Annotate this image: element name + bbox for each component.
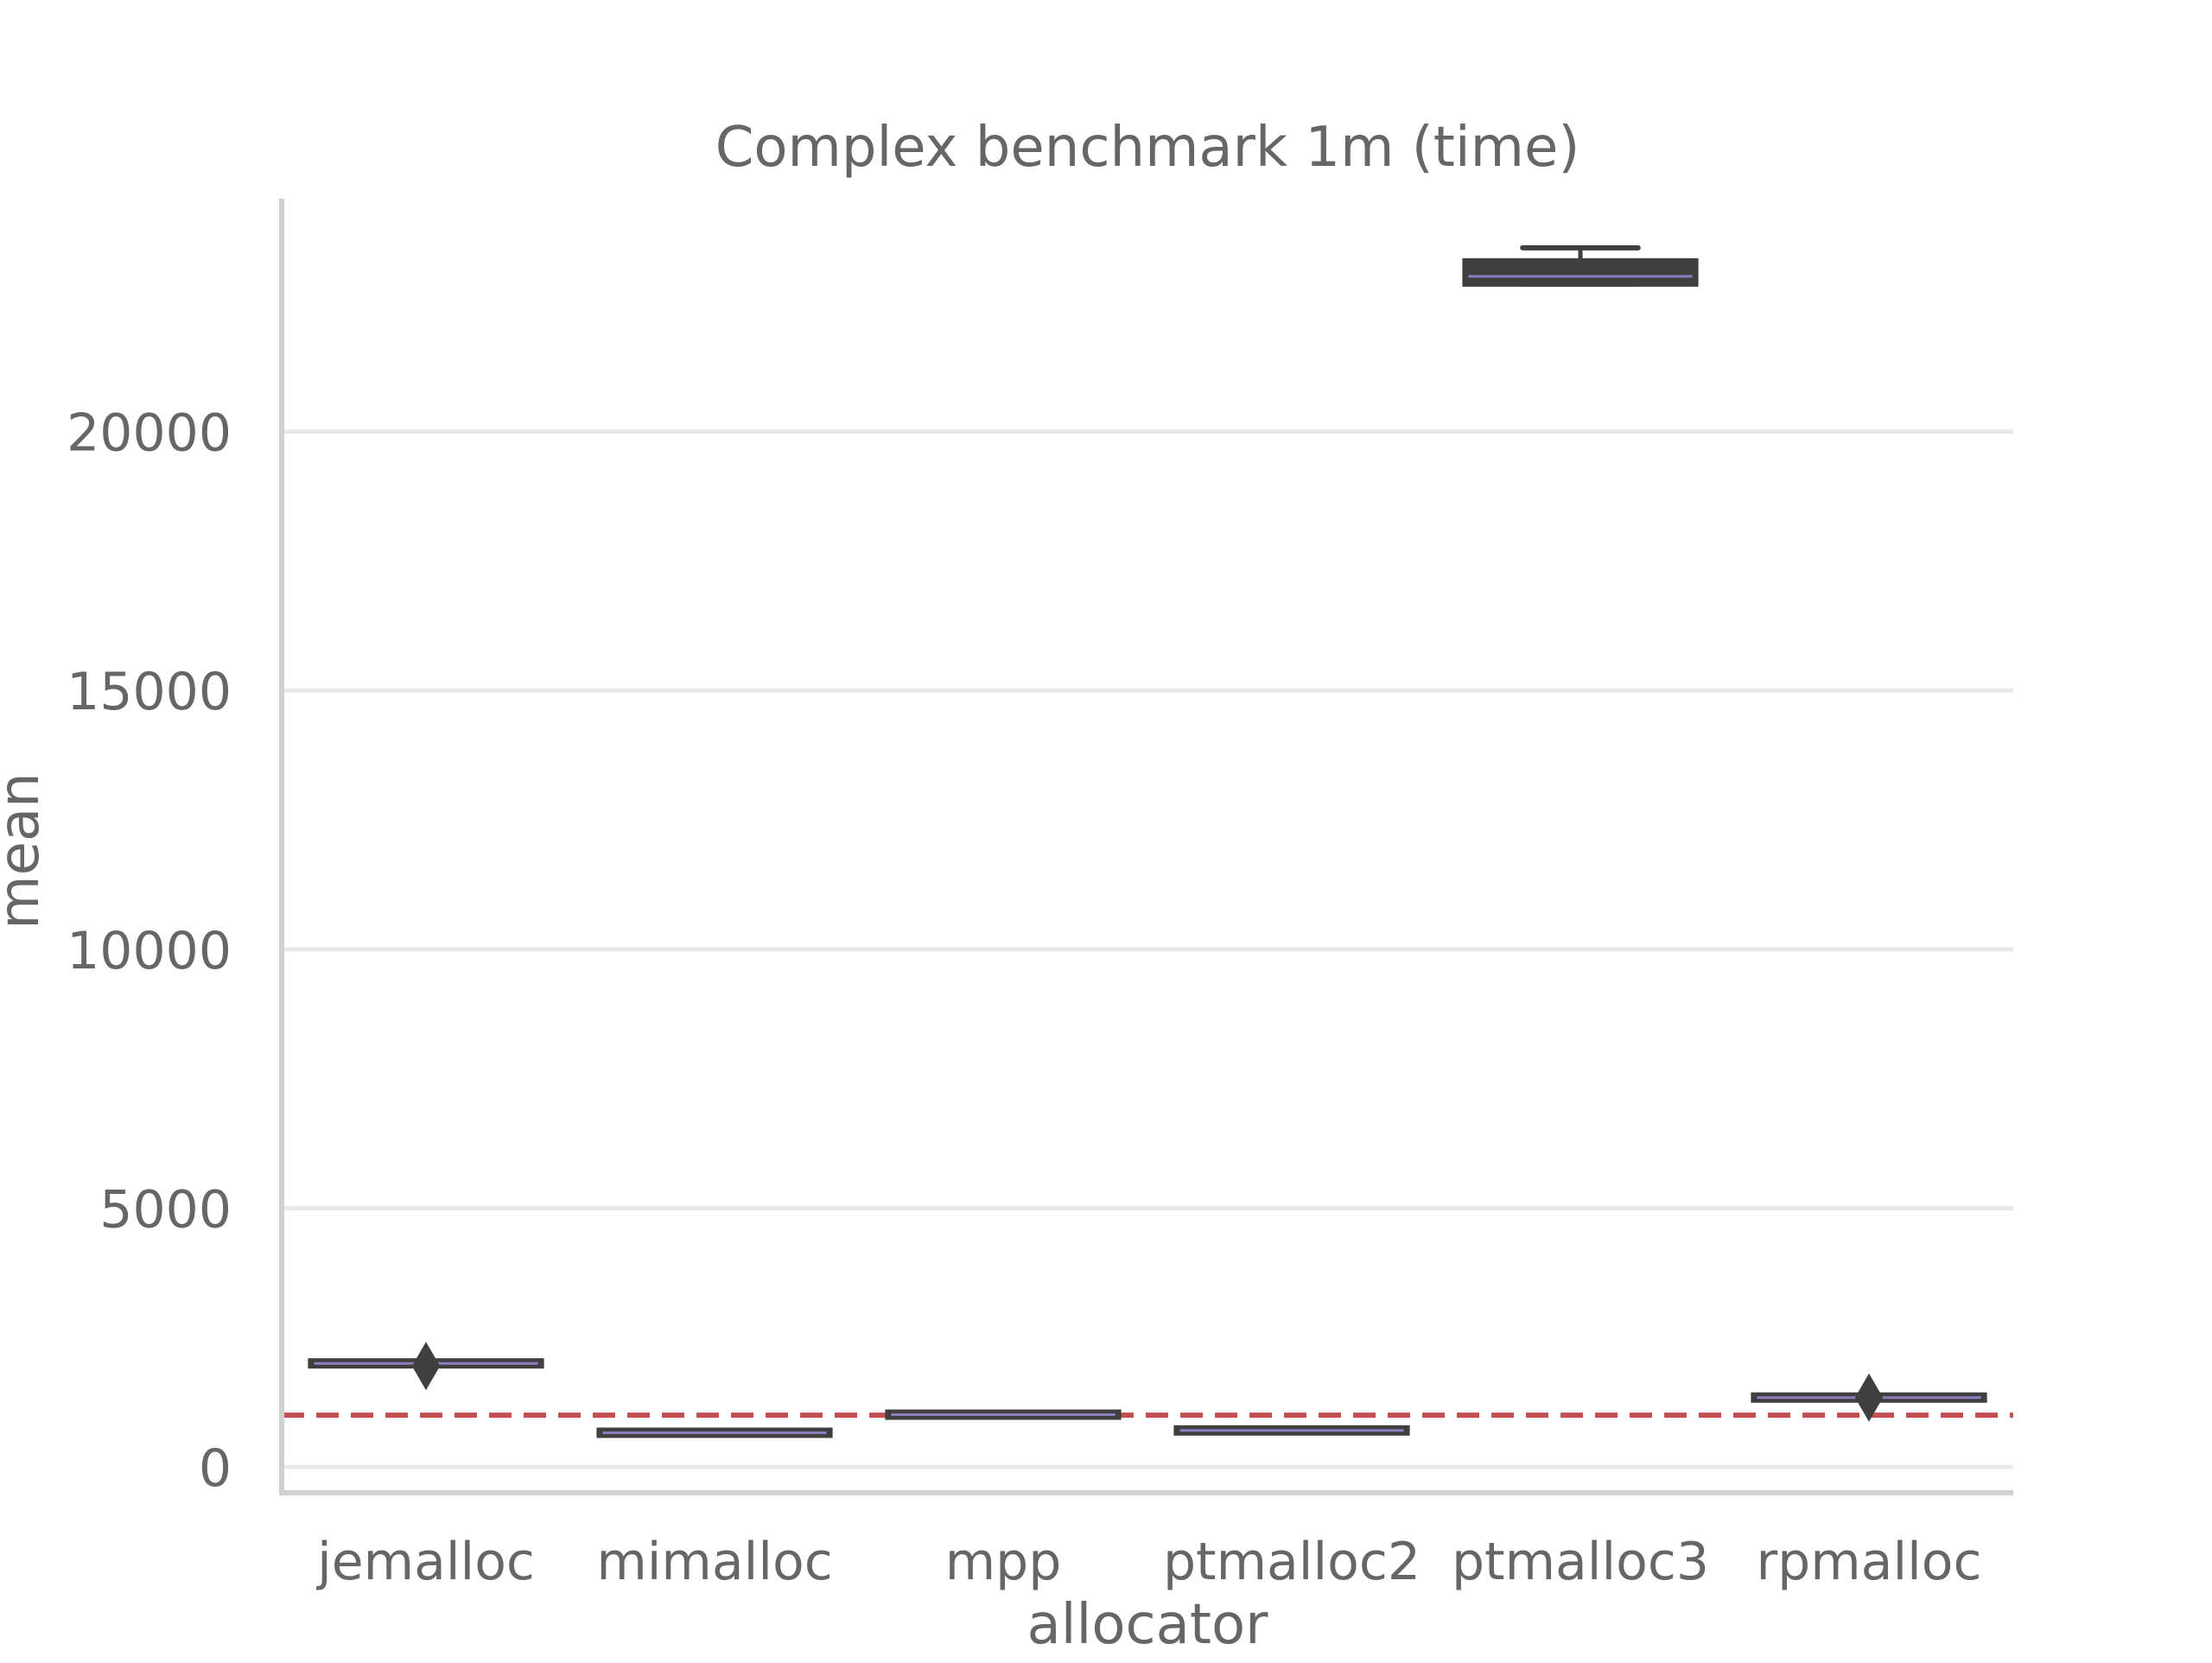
box-mpp (885, 1409, 1122, 1420)
y-axis-label: mean (0, 772, 52, 930)
grid-layer (282, 429, 2013, 1469)
tick-label-layer: 0 5000 10000 15000 20000 jemalloc mimalloc mpp p… (67, 403, 1981, 1592)
x-tick-label: mimalloc (596, 1532, 832, 1592)
x-tick-label: ptmalloc3 (1452, 1532, 1709, 1592)
x-tick-label: jemalloc (315, 1532, 535, 1592)
box-jemalloc (308, 1342, 544, 1391)
axis-layer (279, 199, 2013, 1495)
x-tick-label: ptmalloc2 (1163, 1532, 1421, 1592)
flier-point (1854, 1373, 1884, 1422)
box-layer (308, 244, 1987, 1438)
box-ptmalloc2 (1173, 1425, 1410, 1436)
box-mimalloc (596, 1427, 833, 1438)
x-tick-label: mpp (945, 1532, 1062, 1592)
x-axis-label: allocator (1027, 1593, 1269, 1657)
flier-point (411, 1342, 441, 1391)
y-tick-label: 10000 (67, 921, 232, 981)
y-tick-label: 5000 (99, 1179, 232, 1240)
box-body (1462, 257, 1699, 287)
y-tick-label: 20000 (67, 403, 232, 464)
box-ptmalloc3 (1462, 244, 1699, 287)
chart-title: Complex benchmark 1m (time) (715, 116, 1580, 180)
y-tick-label: 0 (199, 1438, 232, 1499)
box-rpmalloc (1751, 1373, 1987, 1422)
x-tick-label: rpmalloc (1756, 1532, 1981, 1592)
y-tick-label: 15000 (67, 662, 232, 722)
